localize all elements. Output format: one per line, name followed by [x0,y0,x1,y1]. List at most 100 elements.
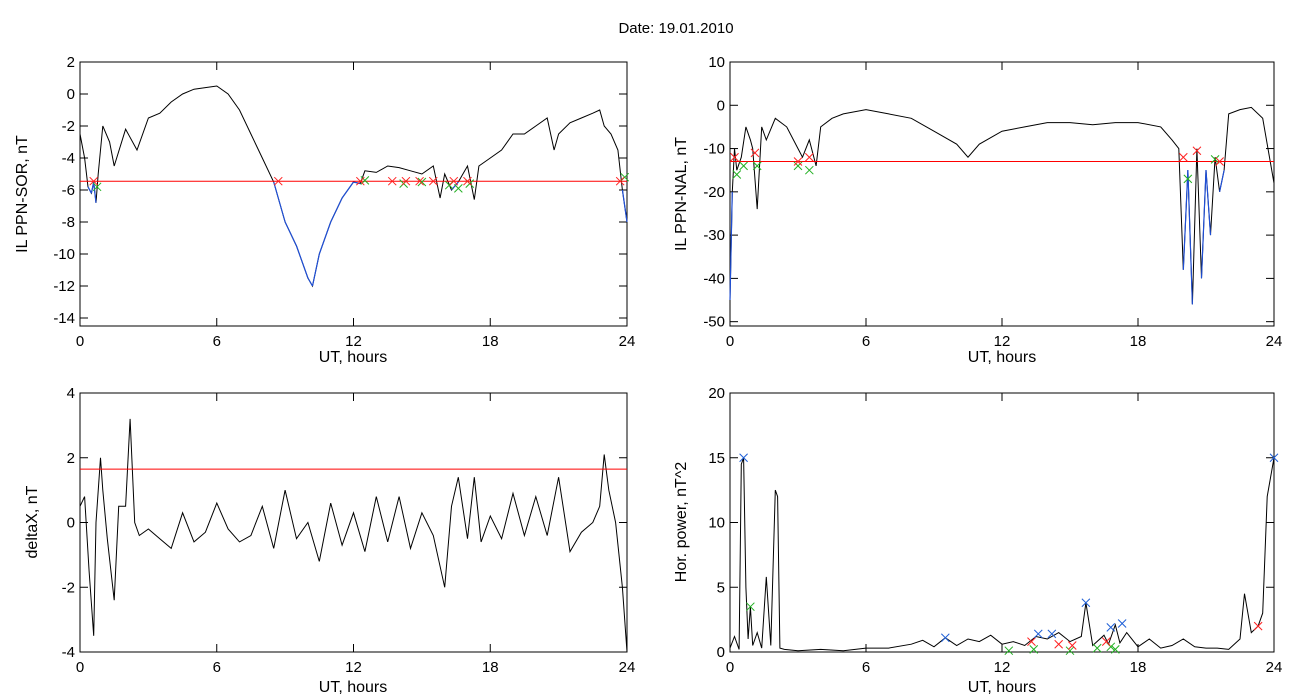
y-axis-label: IL PPN-NAL, nT [673,137,690,251]
marker-green [1110,645,1120,654]
marker-red [463,176,472,186]
x-axis-label: UT, hours [968,679,1036,696]
x-tick-label: 6 [862,659,870,676]
x-tick-label: 18 [1130,333,1147,350]
below-threshold-segment [1200,170,1207,279]
panel-hor-power: Hor. power, nT^2 UT, hours 0 6 12 18 24 20 15 1… [673,385,1282,696]
y-tick-label: 0 [717,644,725,661]
y-tick-label: -2 [62,118,75,135]
x-tick-label: 24 [619,333,636,350]
plot-content: 0 6 12 18 24 10 0 -10 -20 -30 -40 -50 [703,54,1282,350]
marker-blue [940,633,950,643]
marker-red [1101,637,1111,646]
marker-red [750,148,760,158]
below-threshold-segment [307,277,313,287]
marker-red [1067,641,1077,650]
marker-red [615,176,625,186]
marker-green [804,165,814,175]
y-axis-label: Hor. power, nT^2 [673,462,690,583]
below-threshold-segment [1182,170,1189,270]
y-tick-label: 20 [708,385,725,402]
x-axis-label: UT, hours [968,349,1036,366]
y-tick-label: -2 [62,579,75,596]
marker-green [1029,645,1039,654]
data-series-line [729,457,1275,652]
below-threshold-segment [1205,170,1212,236]
panel-deltax: deltaX, nT UT, hours 0 6 12 18 24 4 2 0 -2 -4 [24,385,635,696]
y-tick-label: -20 [703,184,725,201]
x-tick-label: 0 [726,659,734,676]
y-tick-label: 5 [717,579,725,596]
x-tick-label: 0 [76,659,84,676]
plot-frame [729,392,1275,653]
marker-blue [1047,629,1057,639]
marker-red [401,176,411,186]
marker-blue [739,453,748,463]
marker-green [1004,646,1014,656]
marker-red [804,152,814,162]
y-axis-label: deltaX, nT [24,485,41,558]
marker-red [730,152,739,162]
x-tick-label: 6 [862,333,870,350]
marker-green [746,602,755,612]
y-tick-label: 2 [67,450,75,467]
below-threshold-segment [273,181,286,223]
marker-green [417,177,427,187]
y-tick-label: -6 [62,182,75,199]
marker-red [89,176,99,186]
marker-red [428,176,438,186]
x-axis-label: UT, hours [319,679,387,696]
y-tick-label: 0 [67,86,75,103]
marker-green [793,161,803,171]
x-tick-label: 24 [619,659,636,676]
x-tick-label: 18 [482,333,499,350]
below-threshold-segment [311,253,320,287]
x-tick-label: 0 [76,333,84,350]
y-tick-label: -50 [703,314,725,331]
y-tick-label: 0 [717,97,725,114]
marker-green [1092,643,1102,653]
marker-red [1192,146,1202,156]
y-axis-label: IL PPN-SOR, nT [14,135,31,253]
x-tick-label: 24 [1266,659,1283,676]
data-series-line [79,85,628,288]
marker-green [1210,155,1220,164]
below-threshold-segment [318,221,332,255]
below-threshold-segment [1187,170,1193,305]
marker-red [273,176,283,186]
marker-red [1054,639,1064,649]
y-tick-label: -40 [703,270,725,287]
marker-green [752,161,762,171]
x-tick-label: 18 [482,659,499,676]
plot-content: 0 6 12 18 24 20 15 10 5 0 [708,385,1282,676]
marker-green [92,182,102,192]
y-tick-label: 15 [708,450,725,467]
y-tick-label: -4 [62,644,75,661]
below-threshold-segment [621,189,628,223]
x-axis-label: UT, hours [319,349,387,366]
plot-frame [729,61,1275,327]
plot-frame [79,392,628,653]
y-tick-label: -14 [53,310,75,327]
x-tick-label: 6 [213,659,221,676]
marker-green [453,184,463,193]
y-tick-label: -30 [703,227,725,244]
marker-blue [1081,598,1091,608]
marker-green [732,170,742,179]
y-tick-label: -4 [62,150,75,167]
marker-red [449,176,459,186]
y-tick-label: 10 [708,515,725,532]
marker-red [1215,157,1224,166]
below-threshold-segment [729,191,733,301]
marker-red [1253,621,1263,631]
marker-red [1027,637,1036,646]
x-tick-label: 6 [213,333,221,350]
marker-green [739,161,748,171]
y-tick-label: -10 [703,141,725,158]
below-threshold-segment [353,181,361,185]
plot-content: 0 6 12 18 24 4 2 0 -2 -4 [62,385,636,676]
below-threshold-segment [341,181,354,199]
below-threshold-segment [1219,170,1225,192]
data-series-line [729,106,1275,305]
marker-blue [1269,453,1279,463]
